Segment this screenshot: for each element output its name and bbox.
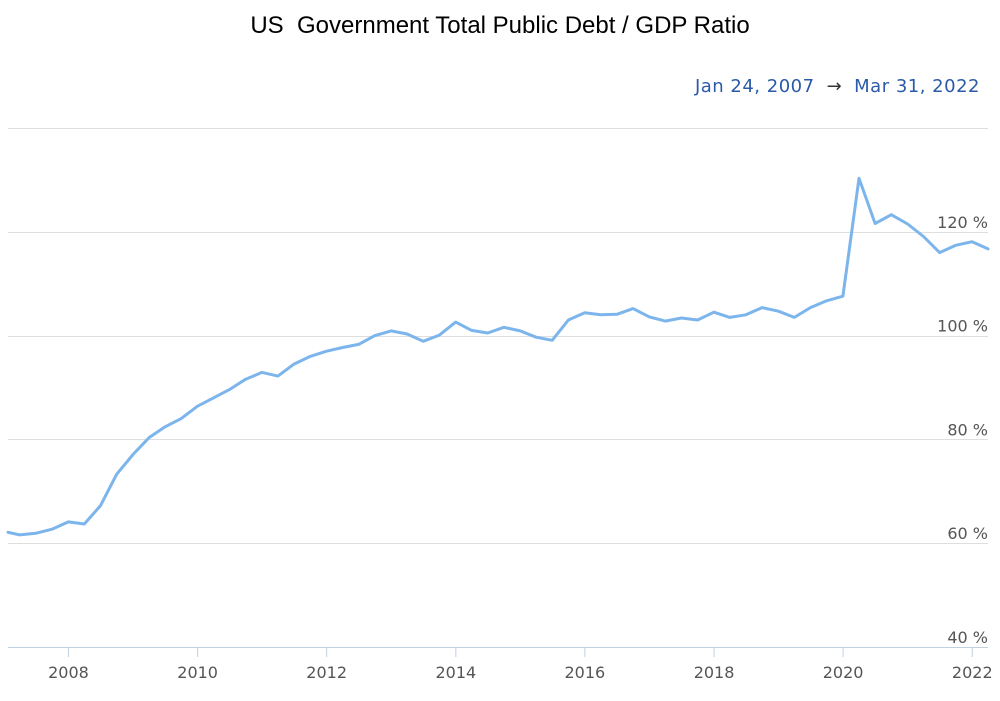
data-point[interactable] [258,368,266,376]
data-point[interactable] [80,520,88,528]
data-point[interactable] [323,347,331,355]
data-point[interactable] [177,415,185,423]
chart-title: US Government Total Public Debt / GDP Ra… [250,12,750,39]
data-point[interactable] [548,336,556,344]
x-tick-label: 2014 [435,663,476,682]
x-tick-label: 2022 [952,663,993,682]
range-arrow-icon: → [826,76,843,97]
data-point[interactable] [290,360,298,368]
data-point[interactable] [4,528,12,536]
y-tick-label: 120 % [937,213,988,232]
x-tick-label: 2018 [694,663,735,682]
date-range-selector[interactable]: Jan 24, 2007 → Mar 31, 2022 [695,76,980,97]
data-point[interactable] [726,313,734,321]
data-point[interactable] [904,220,912,228]
data-point[interactable] [194,402,202,410]
data-point[interactable] [758,304,766,312]
data-point[interactable] [371,332,379,340]
y-tick-label: 80 % [947,420,988,439]
data-point[interactable] [306,352,314,360]
data-point[interactable] [339,344,347,352]
data-point[interactable] [274,372,282,380]
data-point[interactable] [452,318,460,326]
data-point[interactable] [952,241,960,249]
data-point[interactable] [920,233,928,241]
data-point[interactable] [113,470,121,478]
data-point[interactable] [403,330,411,338]
data-point[interactable] [887,211,895,219]
data-point[interactable] [564,316,572,324]
y-tick-label: 40 % [947,628,988,647]
data-point[interactable] [209,394,217,402]
data-point[interactable] [484,329,492,337]
data-point[interactable] [839,292,847,300]
data-point[interactable] [145,434,153,442]
data-point[interactable] [806,304,814,312]
data-point[interactable] [823,297,831,305]
data-point[interactable] [242,375,250,383]
data-point[interactable] [48,525,56,533]
data-point[interactable] [129,451,137,459]
data-point[interactable] [677,314,685,322]
data-point[interactable] [629,305,637,313]
data-point[interactable] [419,337,427,345]
x-tick-label: 2010 [177,663,218,682]
data-point[interactable] [161,423,169,431]
series-line-debt-to-gdp[interactable] [6,176,990,537]
y-axis-ticks: 40 % 60 % 80 % 100 % 120 % [937,213,988,647]
x-tick-label: 2020 [823,663,864,682]
data-point[interactable] [984,245,992,253]
data-point[interactable] [968,238,976,246]
data-point[interactable] [96,502,104,510]
data-point[interactable] [694,316,702,324]
data-point[interactable] [64,518,72,526]
data-point[interactable] [790,313,798,321]
data-point[interactable] [16,531,24,539]
y-tick-label: 60 % [947,524,988,543]
data-point[interactable] [532,333,540,341]
data-point[interactable] [435,331,443,339]
data-point[interactable] [645,313,653,321]
y-tick-label: 100 % [937,317,988,336]
data-point[interactable] [742,311,750,319]
range-start-date[interactable]: Jan 24, 2007 [694,76,815,97]
data-point[interactable] [581,309,589,317]
data-point[interactable] [871,220,879,228]
data-point[interactable] [597,311,605,319]
data-point[interactable] [855,174,863,182]
grid-lines [8,128,988,544]
range-end-date[interactable]: Mar 31, 2022 [854,76,980,97]
data-point[interactable] [32,529,40,537]
data-point[interactable] [225,386,233,394]
x-tick-label: 2008 [48,663,89,682]
data-point[interactable] [500,323,508,331]
data-point[interactable] [710,308,718,316]
x-tick-label: 2012 [306,663,347,682]
data-point[interactable] [613,310,621,318]
data-point[interactable] [468,326,476,334]
data-point[interactable] [661,317,669,325]
x-tick-label: 2016 [565,663,606,682]
series-group [4,174,992,539]
data-point[interactable] [355,340,363,348]
data-point[interactable] [936,249,944,257]
x-axis-ticks: 2008 2010 2012 2014 2016 2018 2020 2022 [48,647,993,682]
data-point[interactable] [516,327,524,335]
data-point[interactable] [774,307,782,315]
data-point[interactable] [387,327,395,335]
